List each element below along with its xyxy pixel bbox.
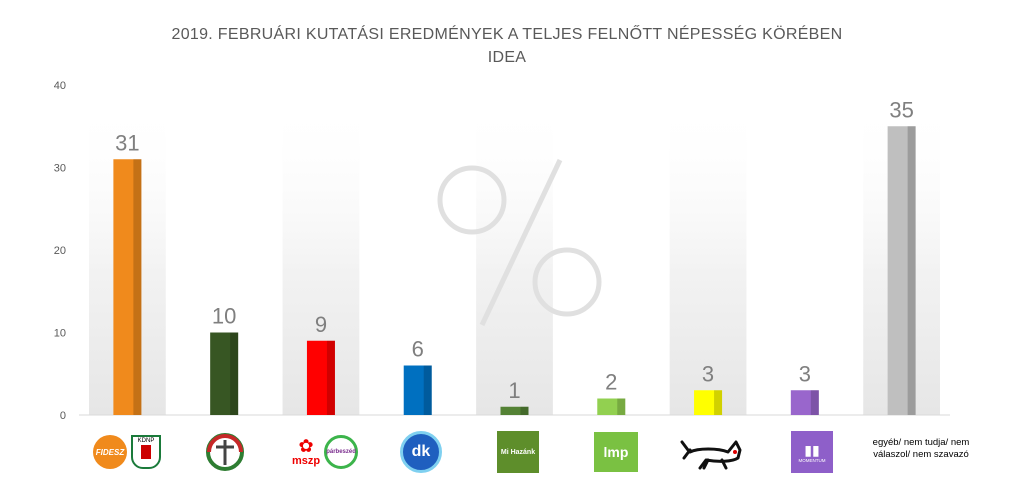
y-tick-label: 10 — [54, 328, 66, 340]
data-label: 6 — [412, 337, 424, 362]
data-label: 31 — [115, 130, 139, 155]
bar-body — [306, 340, 335, 415]
jobbik-logo-icon — [206, 433, 244, 471]
bar-body — [403, 365, 432, 415]
logo-mszp-parbeszed: ✿ mszp párbeszéd — [283, 428, 367, 476]
bar — [694, 390, 723, 415]
data-label: 35 — [889, 97, 913, 122]
bar — [403, 365, 432, 415]
bar-shade — [520, 406, 529, 415]
y-tick-label: 0 — [60, 410, 66, 422]
bar — [210, 332, 239, 415]
bar — [597, 398, 626, 415]
bar-body — [790, 390, 819, 415]
bar-shade — [714, 390, 723, 415]
logo-momentum: ▮▮ MOMENTUM — [776, 428, 848, 476]
kdnp-label: KDNP — [137, 438, 155, 444]
bar-shade — [326, 340, 335, 415]
bar — [306, 340, 335, 415]
other-label: egyéb/ nem tudja/ nem válaszol/ nem szav… — [872, 437, 970, 460]
bar-body — [694, 390, 723, 415]
percent-watermark-icon — [437, 158, 602, 327]
data-label: 3 — [799, 361, 811, 386]
bar — [500, 406, 529, 415]
rose-icon: ✿ — [298, 436, 314, 456]
bar-shade — [230, 332, 239, 415]
data-label: 2 — [605, 370, 617, 395]
lmp-logo: lmp — [594, 432, 638, 472]
bar-shade — [133, 159, 142, 415]
y-tick-label: 20 — [54, 245, 66, 257]
bar — [790, 390, 819, 415]
column-background — [669, 100, 747, 415]
data-label: 1 — [508, 378, 520, 403]
kdnp-logo: KDNP — [131, 435, 161, 469]
bar-body — [887, 126, 916, 415]
bar-body — [113, 159, 142, 415]
bar-shade — [423, 365, 432, 415]
y-tick-label: 30 — [54, 163, 66, 175]
logo-jobbik — [189, 428, 261, 476]
logo-fidesz-kdnp: FIDESZ KDNP — [91, 428, 163, 476]
parbeszed-logo: párbeszéd — [324, 435, 359, 469]
bar — [113, 159, 142, 415]
logo-mkkp — [673, 428, 753, 476]
two-tailed-dog-icon — [680, 440, 742, 470]
logo-mi-hazank: Mi Hazánk — [482, 428, 554, 476]
momentum-label: MOMENTUM — [798, 457, 826, 463]
bar-body — [597, 398, 626, 415]
bar-body — [210, 332, 239, 415]
data-label: 9 — [315, 312, 327, 337]
bar-shade — [907, 126, 916, 415]
bar-shade — [810, 390, 819, 415]
parbeszed-label: párbeszéd — [326, 449, 356, 455]
y-tick-label: 40 — [54, 80, 66, 92]
data-label: 10 — [212, 304, 236, 329]
logo-dk: dk — [385, 428, 457, 476]
mi-hazank-logo: Mi Hazánk — [497, 431, 539, 473]
bar — [887, 126, 916, 415]
fidesz-logo: FIDESZ — [93, 435, 127, 469]
data-label: 3 — [702, 361, 714, 386]
momentum-logo: ▮▮ MOMENTUM — [791, 431, 833, 473]
dk-logo: dk — [400, 431, 442, 473]
mszp-logo: mszp — [291, 455, 321, 467]
bar-body — [500, 406, 529, 415]
chart-subtitle: IDEA — [487, 49, 527, 66]
chart-title: 2019. FEBRUÁRI KUTATÁSI EREDMÉNYEK A TEL… — [171, 26, 843, 43]
logo-lmp: lmp — [580, 428, 652, 476]
bar-shade — [617, 398, 626, 415]
